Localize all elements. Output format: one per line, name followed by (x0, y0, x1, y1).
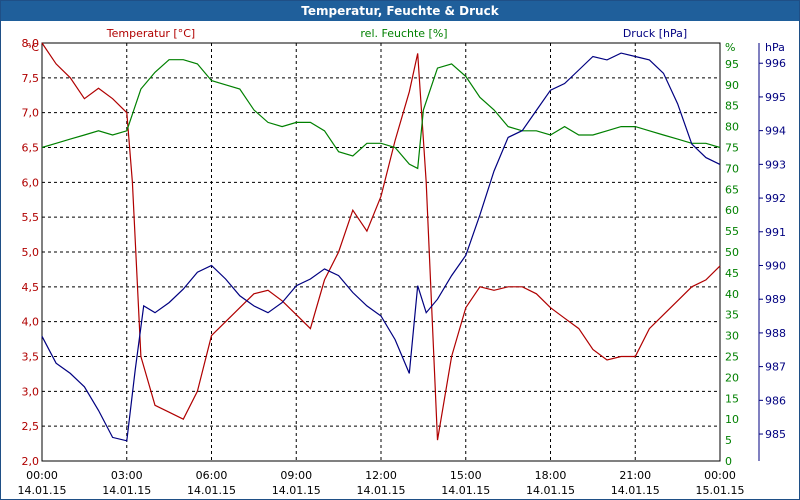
humidity-tick-label: 0 (725, 455, 732, 468)
humidity-tick-label: 55 (725, 225, 739, 238)
series-line (41, 59, 721, 170)
series-line (41, 52, 721, 442)
temp-tick-label: 4,0 (22, 316, 40, 329)
pressure-tick-label: 986 (765, 394, 786, 407)
pressure-tick-label: 995 (765, 91, 786, 104)
humidity-tick-label: 25 (725, 351, 739, 364)
x-tick-date: 14.01.15 (441, 484, 490, 497)
pressure-tick-label: 994 (765, 125, 786, 138)
x-tick-time: 09:00 (280, 469, 312, 482)
temp-tick-label: 2,0 (22, 455, 40, 468)
x-tick-time: 15:00 (450, 469, 482, 482)
pressure-tick-label: 991 (765, 226, 786, 239)
x-tick-time: 03:00 (111, 469, 143, 482)
pressure-tick-label: 993 (765, 158, 786, 171)
pressure-tick-label: 996 (765, 57, 786, 70)
pressure-tick-label: 992 (765, 192, 786, 205)
temp-tick-label: 7,5 (22, 72, 40, 85)
humidity-tick-label: 80 (725, 121, 739, 134)
x-tick-date: 15.01.15 (696, 484, 745, 497)
x-tick-time: 00:00 (704, 469, 736, 482)
x-tick-time: 12:00 (365, 469, 397, 482)
legend-entry: rel. Feuchte [%] (360, 27, 447, 40)
humidity-tick-label: 60 (725, 204, 739, 217)
pressure-tick-label: 990 (765, 259, 786, 272)
series-line (41, 42, 721, 441)
pressure-tick-label: 989 (765, 293, 786, 306)
pressure-tick-label: 985 (765, 428, 786, 441)
humidity-unit-label: % (725, 41, 735, 54)
x-tick-date: 14.01.15 (102, 484, 151, 497)
humidity-tick-label: 50 (725, 246, 739, 259)
temp-tick-label: 6,0 (22, 176, 40, 189)
temp-tick-label: 3,0 (22, 385, 40, 398)
humidity-tick-label: 10 (725, 413, 739, 426)
humidity-tick-label: 90 (725, 79, 739, 92)
humidity-tick-label: 5 (725, 434, 732, 447)
humidity-tick-label: 45 (725, 267, 739, 280)
humidity-tick-label: 35 (725, 309, 739, 322)
humidity-tick-label: 95 (725, 58, 739, 71)
x-tick-date: 14.01.15 (272, 484, 321, 497)
x-tick-date: 14.01.15 (526, 484, 575, 497)
x-tick-date: 14.01.15 (187, 484, 236, 497)
humidity-tick-label: 15 (725, 392, 739, 405)
x-tick-date: 14.01.15 (357, 484, 406, 497)
humidity-tick-label: 65 (725, 183, 739, 196)
temp-tick-label: 7,0 (22, 107, 40, 120)
x-tick-date: 14.01.15 (611, 484, 660, 497)
humidity-tick-label: 85 (725, 100, 739, 113)
humidity-tick-label: 20 (725, 371, 739, 384)
x-tick-time: 00:00 (26, 469, 58, 482)
humidity-tick-label: 40 (725, 288, 739, 301)
chart-title: Temperatur, Feuchte & Druck (1, 1, 799, 21)
x-tick-time: 18:00 (535, 469, 567, 482)
temp-tick-label: 3,5 (22, 351, 40, 364)
temp-tick-label: 8,0 (22, 37, 40, 50)
x-tick-time: 21:00 (619, 469, 651, 482)
legend-entry: Temperatur [°C] (106, 27, 195, 40)
temp-tick-label: 6,5 (22, 142, 40, 155)
temp-unit-label: °C (26, 41, 40, 54)
humidity-tick-label: 30 (725, 330, 739, 343)
pressure-tick-label: 988 (765, 327, 786, 340)
temp-tick-label: 2,5 (22, 420, 40, 433)
legend-entry: Druck [hPa] (623, 27, 687, 40)
temp-tick-label: 4,5 (22, 281, 40, 294)
x-tick-date: 14.01.15 (18, 484, 67, 497)
humidity-tick-label: 75 (725, 142, 739, 155)
pressure-tick-label: 987 (765, 361, 786, 374)
humidity-tick-label: 70 (725, 162, 739, 175)
temp-tick-label: 5,0 (22, 246, 40, 259)
pressure-unit-label: hPa (765, 41, 785, 54)
temp-tick-label: 5,5 (22, 211, 40, 224)
x-tick-time: 06:00 (196, 469, 228, 482)
